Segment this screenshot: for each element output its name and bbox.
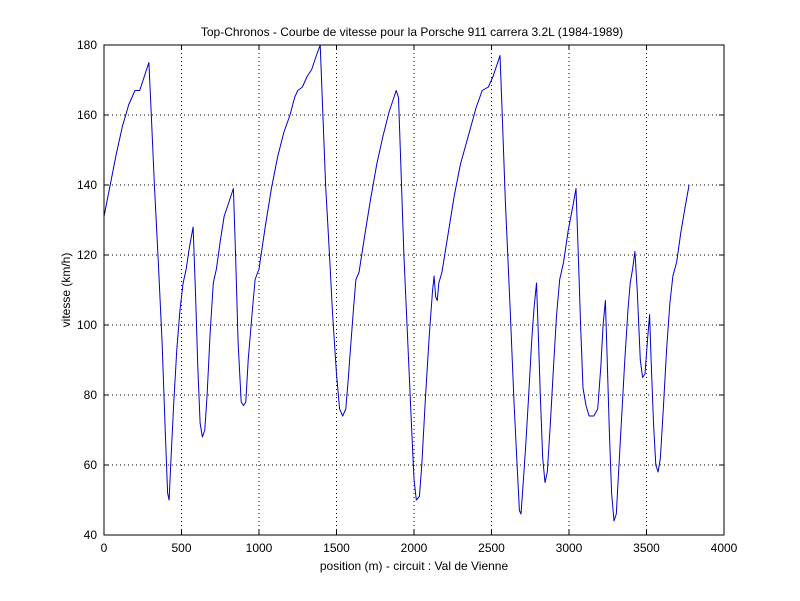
y-tick-label: 180 — [77, 38, 97, 52]
x-tick-label: 0 — [101, 541, 108, 555]
x-tick-label: 3000 — [556, 541, 583, 555]
y-tick-label: 160 — [77, 108, 97, 122]
series-layer — [103, 44, 690, 522]
x-axis: 0 500 1000 1500 2000 2500 3000 3500 4000 — [101, 45, 738, 555]
y-tick-label: 40 — [84, 528, 98, 542]
x-tick-label: 2000 — [401, 541, 428, 555]
y-tick-label: 100 — [77, 318, 97, 332]
y-tick-label: 140 — [77, 178, 97, 192]
x-axis-label: position (m) - circuit : Val de Vienne — [320, 559, 509, 573]
grid-lines — [104, 45, 724, 535]
chart-title: Top-Chronos - Courbe de vitesse pour la … — [201, 25, 623, 39]
x-tick-label: 1500 — [323, 541, 350, 555]
x-tick-label: 4000 — [711, 541, 738, 555]
x-tick-label: 500 — [171, 541, 191, 555]
y-axis: 40 60 80 100 120 140 160 180 — [77, 38, 724, 542]
x-tick-label: 1000 — [246, 541, 273, 555]
y-tick-label: 80 — [84, 388, 98, 402]
y-tick-label: 120 — [77, 248, 97, 262]
y-tick-label: 60 — [84, 458, 98, 472]
speed-series-line — [103, 44, 690, 522]
x-tick-label: 3500 — [633, 541, 660, 555]
y-axis-label: vitesse (km/h) — [59, 253, 73, 328]
x-tick-label: 2500 — [478, 541, 505, 555]
